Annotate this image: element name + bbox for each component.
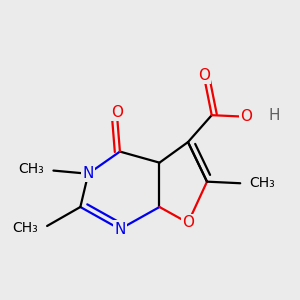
Text: O: O [111, 104, 123, 119]
Text: O: O [198, 68, 210, 83]
Text: CH₃: CH₃ [250, 176, 275, 190]
Text: H: H [269, 108, 280, 123]
Text: O: O [241, 109, 253, 124]
Text: O: O [182, 215, 194, 230]
Text: N: N [82, 166, 94, 181]
Text: N: N [114, 222, 126, 237]
Text: CH₃: CH₃ [12, 220, 38, 235]
Text: CH₃: CH₃ [18, 162, 44, 176]
